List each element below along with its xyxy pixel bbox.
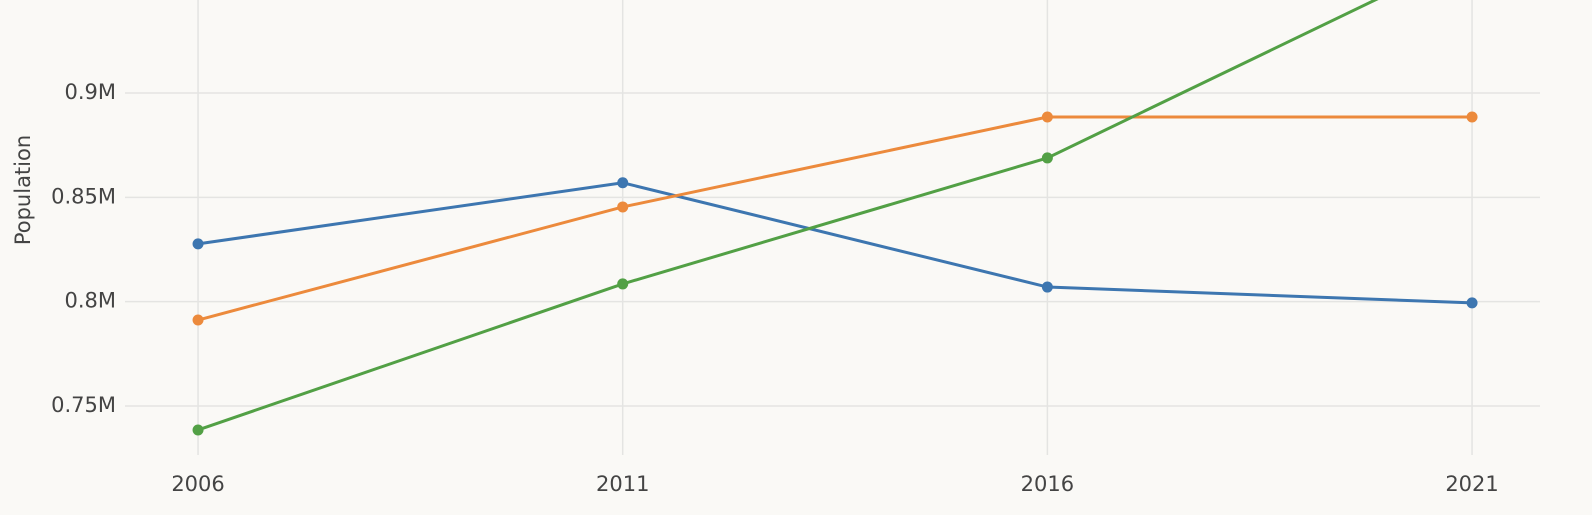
y-axis-title: Population xyxy=(11,135,35,245)
series-line xyxy=(197,181,1473,305)
plot-area xyxy=(192,0,1478,436)
point xyxy=(192,424,204,436)
point xyxy=(1466,111,1478,123)
point xyxy=(1466,297,1478,309)
grid xyxy=(125,0,1540,455)
point xyxy=(1041,281,1053,293)
point xyxy=(617,201,629,213)
x-tick-label: 2011 xyxy=(596,472,649,496)
point xyxy=(192,238,204,250)
point xyxy=(192,314,204,326)
y-tick-label: 0.8M xyxy=(64,289,116,313)
x-tick-label: 2006 xyxy=(171,472,224,496)
x-tick-label: 2021 xyxy=(1445,472,1498,496)
y-tick-label: 0.85M xyxy=(51,184,116,208)
y-tick-label: 0.9M xyxy=(64,80,116,104)
series-line xyxy=(197,115,1473,322)
point xyxy=(617,278,629,290)
y-tick-label: 0.75M xyxy=(51,393,116,417)
point xyxy=(1041,111,1053,123)
series-line xyxy=(197,0,1379,432)
point xyxy=(617,177,629,189)
x-tick-label: 2016 xyxy=(1021,472,1074,496)
point xyxy=(1041,152,1053,164)
